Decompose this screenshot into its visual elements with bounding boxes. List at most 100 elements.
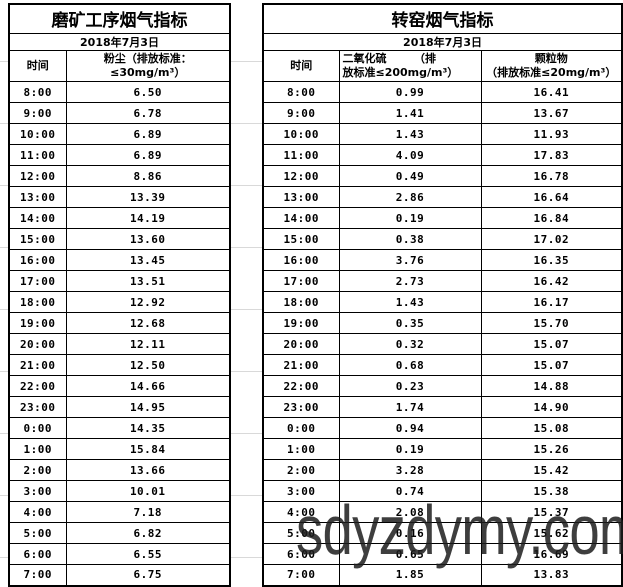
value-cell[interactable]: 13.60 bbox=[65, 228, 231, 251]
time-cell[interactable]: 15:00 bbox=[262, 228, 340, 251]
time-cell[interactable]: 15:00 bbox=[8, 228, 67, 251]
time-cell[interactable]: 1:00 bbox=[8, 438, 67, 461]
time-cell[interactable]: 23:00 bbox=[262, 396, 340, 419]
time-cell[interactable]: 3:00 bbox=[262, 480, 340, 503]
value-cell[interactable]: 15.08 bbox=[480, 417, 623, 440]
value-cell[interactable]: 13.45 bbox=[65, 249, 231, 272]
value-cell[interactable]: 17.02 bbox=[480, 228, 623, 251]
value-cell[interactable]: 15.26 bbox=[480, 438, 623, 461]
value-cell[interactable]: 1.43 bbox=[338, 291, 482, 314]
value-cell[interactable]: 2.86 bbox=[338, 186, 482, 209]
time-cell[interactable]: 23:00 bbox=[8, 396, 67, 419]
time-cell[interactable]: 18:00 bbox=[8, 291, 67, 314]
value-cell[interactable]: 6.50 bbox=[65, 81, 231, 104]
time-cell[interactable]: 0:00 bbox=[262, 417, 340, 440]
time-cell[interactable]: 10:00 bbox=[262, 123, 340, 146]
value-cell[interactable]: 12.11 bbox=[65, 333, 231, 356]
time-cell[interactable]: 7:00 bbox=[8, 564, 67, 587]
time-cell[interactable]: 12:00 bbox=[8, 165, 67, 188]
value-cell[interactable]: 0.49 bbox=[338, 165, 482, 188]
time-cell[interactable]: 8:00 bbox=[262, 81, 340, 104]
value-cell[interactable]: 16.41 bbox=[480, 81, 623, 104]
value-cell[interactable]: 16.64 bbox=[480, 186, 623, 209]
time-cell[interactable]: 17:00 bbox=[262, 270, 340, 293]
time-cell[interactable]: 22:00 bbox=[8, 375, 67, 398]
value-cell[interactable]: 0.94 bbox=[338, 417, 482, 440]
kiln-table-date[interactable]: 2018年7月3日 bbox=[262, 32, 623, 51]
time-cell[interactable]: 12:00 bbox=[262, 165, 340, 188]
kiln-time-column-header[interactable]: 时间 bbox=[262, 49, 340, 83]
value-cell[interactable]: 6.55 bbox=[65, 543, 231, 566]
value-cell[interactable]: 12.50 bbox=[65, 354, 231, 377]
value-cell[interactable]: 15.70 bbox=[480, 312, 623, 335]
time-cell[interactable]: 14:00 bbox=[262, 207, 340, 230]
time-cell[interactable]: 16:00 bbox=[262, 249, 340, 272]
value-cell[interactable]: 0.32 bbox=[338, 333, 482, 356]
value-cell[interactable]: 13.39 bbox=[65, 186, 231, 209]
value-cell[interactable]: 16.42 bbox=[480, 270, 623, 293]
value-cell[interactable]: 13.67 bbox=[480, 102, 623, 125]
time-cell[interactable]: 11:00 bbox=[262, 144, 340, 167]
time-cell[interactable]: 3:00 bbox=[8, 480, 67, 503]
value-cell[interactable]: 13.51 bbox=[65, 270, 231, 293]
value-cell[interactable]: 0.35 bbox=[338, 312, 482, 335]
value-cell[interactable]: 14.66 bbox=[65, 375, 231, 398]
value-cell[interactable]: 12.92 bbox=[65, 291, 231, 314]
time-cell[interactable]: 16:00 bbox=[8, 249, 67, 272]
time-cell[interactable]: 11:00 bbox=[8, 144, 67, 167]
value-cell[interactable]: 10.01 bbox=[65, 480, 231, 503]
time-cell[interactable]: 6:00 bbox=[8, 543, 67, 566]
time-cell[interactable]: 19:00 bbox=[8, 312, 67, 335]
value-cell[interactable]: 14.90 bbox=[480, 396, 623, 419]
value-cell[interactable]: 6.89 bbox=[65, 144, 231, 167]
time-cell[interactable]: 1:00 bbox=[262, 438, 340, 461]
value-cell[interactable]: 17.83 bbox=[480, 144, 623, 167]
value-cell[interactable]: 16.84 bbox=[480, 207, 623, 230]
value-cell[interactable]: 3.76 bbox=[338, 249, 482, 272]
value-cell[interactable]: 0.19 bbox=[338, 207, 482, 230]
time-cell[interactable]: 10:00 bbox=[8, 123, 67, 146]
value-cell[interactable]: 14.95 bbox=[65, 396, 231, 419]
value-cell[interactable]: 7.18 bbox=[65, 501, 231, 524]
value-cell[interactable]: 0.38 bbox=[338, 228, 482, 251]
value-cell[interactable]: 1.41 bbox=[338, 102, 482, 125]
time-cell[interactable]: 22:00 bbox=[262, 375, 340, 398]
kiln-table-title[interactable]: 转窑烟气指标 bbox=[262, 3, 623, 34]
value-cell[interactable]: 0.99 bbox=[338, 81, 482, 104]
time-cell[interactable]: 9:00 bbox=[262, 102, 340, 125]
time-cell[interactable]: 4:00 bbox=[8, 501, 67, 524]
value-cell[interactable]: 11.93 bbox=[480, 123, 623, 146]
time-cell[interactable]: 9:00 bbox=[8, 102, 67, 125]
value-cell[interactable]: 6.89 bbox=[65, 123, 231, 146]
kiln-so2-column-header[interactable]: 二氧化硫 （排 放标准≤200mg/m³） bbox=[338, 49, 482, 83]
value-cell[interactable]: 14.19 bbox=[65, 207, 231, 230]
value-cell[interactable]: 15.42 bbox=[480, 459, 623, 482]
time-cell[interactable]: 5:00 bbox=[8, 522, 67, 545]
value-cell[interactable]: 2.73 bbox=[338, 270, 482, 293]
value-cell[interactable]: 6.75 bbox=[65, 564, 231, 587]
time-cell[interactable]: 13:00 bbox=[262, 186, 340, 209]
kiln-pm-column-header[interactable]: 颗粒物 （排放标准≤20mg/m³） bbox=[480, 49, 623, 83]
time-cell[interactable]: 2:00 bbox=[8, 459, 67, 482]
value-cell[interactable]: 16.17 bbox=[480, 291, 623, 314]
value-cell[interactable]: 6.82 bbox=[65, 522, 231, 545]
time-cell[interactable]: 17:00 bbox=[8, 270, 67, 293]
time-cell[interactable]: 7:00 bbox=[262, 564, 340, 587]
time-cell[interactable]: 0:00 bbox=[8, 417, 67, 440]
value-cell[interactable]: 0.19 bbox=[338, 438, 482, 461]
value-cell[interactable]: 6.78 bbox=[65, 102, 231, 125]
grinding-table-title[interactable]: 磨矿工序烟气指标 bbox=[8, 3, 231, 34]
value-cell[interactable]: 16.35 bbox=[480, 249, 623, 272]
time-cell[interactable]: 19:00 bbox=[262, 312, 340, 335]
value-cell[interactable]: 0.23 bbox=[338, 375, 482, 398]
time-cell[interactable]: 20:00 bbox=[262, 333, 340, 356]
value-cell[interactable]: 1.43 bbox=[338, 123, 482, 146]
value-cell[interactable]: 16.78 bbox=[480, 165, 623, 188]
value-cell[interactable]: 8.86 bbox=[65, 165, 231, 188]
value-cell[interactable]: 15.84 bbox=[65, 438, 231, 461]
time-cell[interactable]: 8:00 bbox=[8, 81, 67, 104]
value-cell[interactable]: 4.09 bbox=[338, 144, 482, 167]
value-cell[interactable]: 3.28 bbox=[338, 459, 482, 482]
value-cell[interactable]: 1.74 bbox=[338, 396, 482, 419]
value-cell[interactable]: 12.68 bbox=[65, 312, 231, 335]
